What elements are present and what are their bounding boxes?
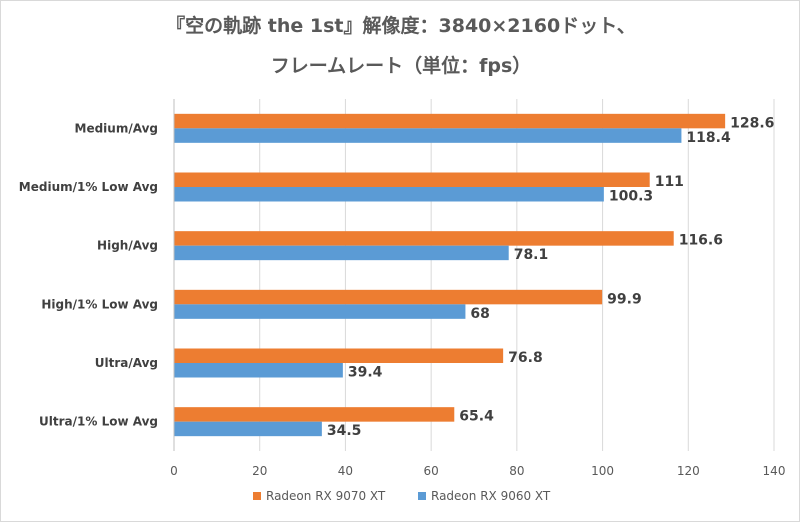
- data-label: 68: [470, 306, 489, 322]
- bar: [174, 187, 604, 202]
- category-label: Ultra/1% Low Avg: [39, 415, 158, 429]
- legend-item-rx9060xt: Radeon RX 9060 XT: [418, 489, 550, 503]
- bar: [174, 245, 509, 261]
- data-label: 76.8: [508, 350, 543, 366]
- category-label: Ultra/Avg: [95, 356, 158, 370]
- x-tick-label: 0: [170, 464, 178, 478]
- legend-swatch-orange: [253, 492, 261, 500]
- bar: [174, 304, 466, 319]
- x-tick-label: 40: [338, 464, 353, 478]
- data-label: 34.5: [327, 423, 362, 439]
- legend-swatch-blue: [418, 492, 426, 500]
- category-label: High/1% Low Avg: [41, 297, 158, 311]
- bar: [174, 363, 343, 378]
- x-tick-label: 120: [677, 464, 700, 478]
- x-tick-label: 60: [424, 464, 439, 478]
- data-label: 118.4: [686, 130, 731, 146]
- x-tick-label: 20: [252, 464, 267, 478]
- bar: [174, 231, 674, 246]
- bar: [174, 113, 726, 129]
- legend-label: Radeon RX 9070 XT: [266, 489, 386, 503]
- legend-label: Radeon RX 9060 XT: [431, 489, 551, 503]
- x-tick-label: 80: [509, 464, 524, 478]
- chart-title-line-1: 『空の軌跡 the 1st』解像度：3840×2160ドット、: [166, 15, 636, 37]
- data-label: 116.6: [679, 233, 723, 249]
- legend-item-rx9070xt: Radeon RX 9070 XT: [253, 489, 385, 503]
- category-label: Medium/Avg: [75, 121, 158, 135]
- bar: [174, 421, 322, 437]
- data-label: 100.3: [609, 189, 653, 205]
- bar: [174, 407, 455, 422]
- x-tick-label: 100: [591, 464, 614, 478]
- category-label: Medium/1% Low Avg: [19, 180, 158, 194]
- data-label: 111: [655, 174, 684, 190]
- data-label: 128.6: [730, 115, 774, 131]
- data-label: 65.4: [459, 409, 494, 425]
- data-label: 78.1: [514, 247, 549, 263]
- data-label: 39.4: [348, 365, 383, 381]
- bar: [174, 172, 650, 187]
- data-label: 99.9: [607, 291, 642, 307]
- category-label: High/Avg: [97, 239, 158, 253]
- bar: [174, 128, 682, 143]
- bar: [174, 289, 603, 305]
- chart-title-line-2: フレームレート（単位：fps）: [270, 55, 532, 77]
- bar: [174, 348, 504, 363]
- x-tick-label: 140: [763, 464, 786, 478]
